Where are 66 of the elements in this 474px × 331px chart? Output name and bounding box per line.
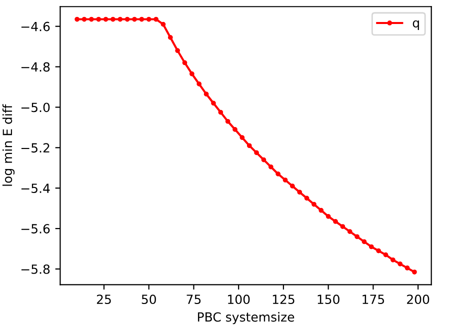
point <box>398 262 403 266</box>
y-tick-label: −5.2 <box>21 143 50 153</box>
point <box>225 118 230 124</box>
point <box>103 16 108 22</box>
point <box>218 110 224 115</box>
x-tick-label: 75 <box>186 294 201 304</box>
point <box>182 60 188 66</box>
point <box>211 100 216 106</box>
point <box>412 270 417 274</box>
point <box>96 16 102 22</box>
point <box>390 257 396 262</box>
point <box>118 16 123 22</box>
point <box>362 239 367 244</box>
point <box>246 143 252 148</box>
point <box>154 16 158 22</box>
y-tick-label: −5.4 <box>21 184 50 194</box>
x-tick-label: 125 <box>272 294 294 304</box>
point <box>261 157 266 162</box>
point <box>297 190 302 195</box>
y-tick-label: −5.0 <box>21 102 50 112</box>
point <box>368 244 374 250</box>
x-tick-label: 175 <box>362 294 384 304</box>
x-axis-title: PBC systemsize <box>198 312 294 324</box>
x-tick-label: 150 <box>318 294 340 304</box>
y-tick-label: −4.8 <box>21 62 50 72</box>
point <box>282 178 288 182</box>
point <box>318 208 324 213</box>
point <box>312 202 316 207</box>
point <box>333 219 338 224</box>
x-tick-label: 50 <box>142 294 156 304</box>
point <box>340 224 346 229</box>
y-tick-label: −4.6 <box>21 22 50 32</box>
x-tick-label: 200 <box>407 294 430 304</box>
point <box>146 16 152 22</box>
point <box>290 184 295 189</box>
point <box>376 248 382 254</box>
point <box>326 214 331 219</box>
point <box>404 266 410 270</box>
point <box>168 35 173 40</box>
point <box>354 234 360 240</box>
x-tick-label: 25 <box>96 294 111 304</box>
point <box>160 22 166 27</box>
y-axis-title: log min E diff <box>2 104 15 186</box>
point <box>347 229 352 234</box>
point <box>189 71 194 76</box>
point <box>254 150 259 156</box>
point <box>110 16 116 22</box>
point <box>82 16 87 22</box>
legend-label: q <box>412 20 419 30</box>
point <box>139 16 144 22</box>
point <box>383 252 388 258</box>
point <box>124 16 130 22</box>
point <box>268 164 274 170</box>
point <box>132 16 137 22</box>
point <box>240 135 245 140</box>
point <box>196 82 202 86</box>
y-tick-label: −5.8 <box>21 264 50 274</box>
y-tick-label: −5.6 <box>21 224 50 234</box>
point <box>304 196 310 201</box>
point <box>88 16 94 22</box>
point <box>232 127 238 132</box>
point <box>204 92 209 97</box>
point <box>276 172 281 176</box>
point <box>74 16 80 22</box>
x-tick-label: 100 <box>228 294 250 304</box>
point <box>175 48 180 54</box>
